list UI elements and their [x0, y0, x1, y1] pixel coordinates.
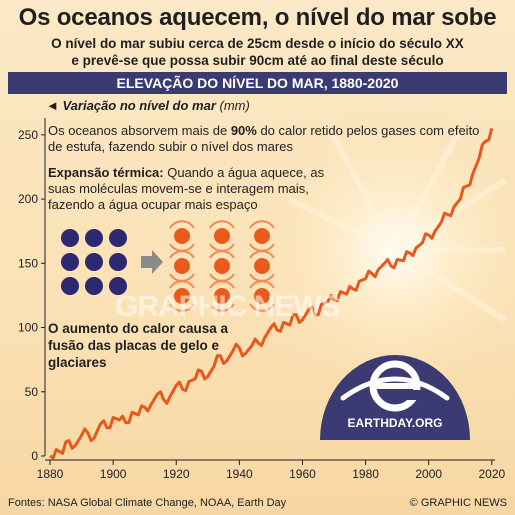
x-tick-label: 1960 [289, 467, 316, 481]
watermark: GRAPHIC NEWS [115, 290, 341, 323]
copyright: © GRAPHIC NEWS [409, 497, 507, 509]
note1-percent: 90% [230, 123, 257, 138]
y-tick-label: 100 [18, 321, 38, 335]
x-tick-label: 1920 [163, 467, 190, 481]
logo-e-icon [369, 360, 421, 412]
note2-text: Quando a água aquece, as suas moléculas … [48, 165, 325, 212]
note1-text-a: Os oceanos absorvem mais de [48, 123, 231, 138]
subtitle-line-2: e prevê-se que possa subir 90cm até ao f… [71, 53, 444, 68]
arrow-icon [141, 250, 163, 274]
y-tick-label: 0 [31, 449, 38, 463]
x-axis: 1880 1900 1920 1940 1960 1980 2000 2020 [37, 459, 506, 481]
headline: Os oceanos aquecem, o nível do mar sobe [18, 4, 497, 31]
earthday-logo-text: EARTHDAY.ORG [347, 416, 443, 430]
x-tick-label: 1940 [226, 467, 253, 481]
chart-banner: ELEVAÇÃO DO NÍVEL DO MAR, 1880-2020 [8, 72, 507, 94]
triangle-pointer-icon: ◄ [46, 98, 63, 113]
y-axis: 0 50 100 150 200 250 [18, 118, 46, 463]
molecule-illustration [61, 220, 275, 312]
sources: Fontes: NASA Global Climate Change, NOAA… [8, 497, 287, 509]
x-tick-label: 2000 [415, 467, 442, 481]
data-series-sea-level [49, 128, 494, 460]
sun-glow [245, 100, 515, 400]
subtitle: O nível do mar subiu cerca de 25cm desde… [0, 35, 515, 69]
x-tick-label: 1980 [352, 467, 379, 481]
y-tick-label: 250 [18, 128, 38, 142]
y-axis-title: ◄ Variação no nível do mar (mm) [46, 98, 250, 113]
y-axis-label: Variação no nível do mar [62, 98, 216, 113]
cold-molecules [61, 229, 127, 295]
note-ocean-heat: Os oceanos absorvem mais de 90% do calor… [48, 123, 488, 155]
y-axis-unit: (mm) [219, 98, 250, 113]
y-tick-label: 150 [18, 256, 38, 270]
sea-level-line [49, 128, 494, 460]
hot-molecules [169, 220, 275, 312]
x-tick-label: 1900 [100, 467, 127, 481]
earthday-logo [320, 355, 470, 440]
y-tick-label: 200 [18, 192, 38, 206]
x-tick-label: 2020 [478, 467, 505, 481]
x-tick-label: 1880 [37, 467, 64, 481]
note1-text-b: do calor retido pelos gases com efeito d… [48, 123, 480, 154]
y-tick-label: 50 [25, 385, 39, 399]
note-ice-melt: O aumento do calor causa a fusão das pla… [48, 321, 229, 370]
subtitle-line-1: O nível do mar subiu cerca de 25cm desde… [51, 36, 464, 51]
note-thermal-expansion: Expansão térmica: Quando a água aquece, … [48, 165, 348, 213]
note2-heading: Expansão térmica: [48, 165, 164, 180]
